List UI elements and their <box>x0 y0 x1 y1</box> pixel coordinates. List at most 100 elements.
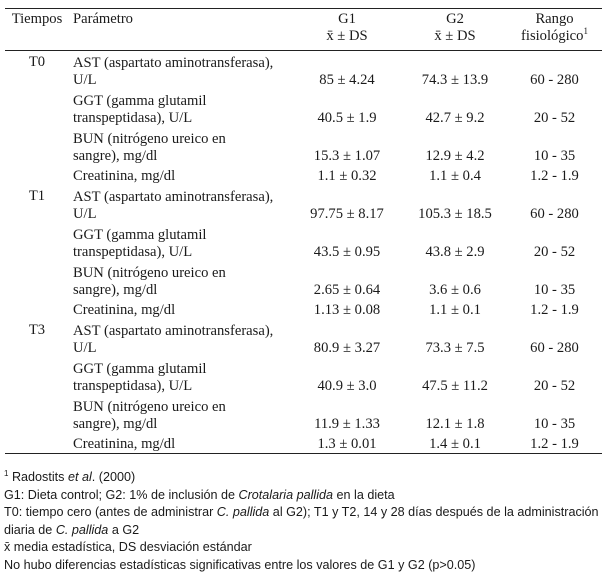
table-row: T0 AST (aspartato aminotransferasa), U/L 85… <box>5 51 602 90</box>
parameter-cell: Creatinina, mg/dl <box>69 299 291 319</box>
range-cell: 60 - 280 <box>530 206 579 222</box>
parameter-line-2: sangre), mg/dl <box>73 282 158 298</box>
parameter-line-1: AST (aspartato aminotransferasa), <box>73 189 274 205</box>
range-cell: 1.2 - 1.9 <box>530 302 579 318</box>
table-body: T0 AST (aspartato aminotransferasa), U/L 85… <box>5 51 602 454</box>
parameter-cell: GGT (gamma glutamil transpeptidasa), U/L <box>69 89 291 127</box>
range-cell: 1.2 - 1.9 <box>530 436 579 452</box>
g2-value-cell: 74.3 ± 13.9 <box>421 72 489 88</box>
g2-value-cell: 12.9 ± 4.2 <box>425 148 485 164</box>
g1-value-cell: 15.3 ± 1.07 <box>313 148 381 164</box>
parameter-line-2: U/L <box>73 72 97 88</box>
parameter-line-1: BUN (nitrógeno ureico en <box>73 399 226 415</box>
g2-value-cell: 1.1 ± 0.4 <box>429 168 481 184</box>
table-row: Creatinina, mg/dl 1.1 ± 0.32 1.1 ± 0.4 1.2 … <box>5 165 602 185</box>
header-rango-line2: fisiológico1 <box>511 27 598 45</box>
header-g1-title: G1 <box>338 11 356 27</box>
g2-value-cell: 12.1 ± 1.8 <box>425 416 485 432</box>
table-row: GGT (gamma glutamil transpeptidasa), U/L 4… <box>5 89 602 127</box>
range-cell: 10 - 35 <box>533 148 576 164</box>
header-rango-line1: Rango <box>535 11 574 27</box>
parameter-line-1: Creatinina, mg/dl <box>73 436 176 452</box>
table-row: BUN (nitrógeno ureico en sangre), mg/dl 11… <box>5 395 602 433</box>
range-cell: 20 - 52 <box>533 378 576 394</box>
g2-value-cell: 43.8 ± 2.9 <box>425 244 485 260</box>
footnote-1: 1 Radostits et al. (2000) <box>4 469 604 487</box>
time-cell: T0 <box>28 54 46 70</box>
footnote-groups-text: G1: Dieta control; G2: 1% de inclusión d… <box>4 487 239 502</box>
header-g2: G2 x̄ ± DS <box>403 9 507 51</box>
parameter-line-2: sangre), mg/dl <box>73 148 158 164</box>
footnote-1-year: . (2000) <box>91 470 136 484</box>
parameter-line-1: AST (aspartato aminotransferasa), <box>73 323 274 339</box>
table-row: T1 AST (aspartato aminotransferasa), U/L 97… <box>5 185 602 223</box>
parameter-cell: GGT (gamma glutamil transpeptidasa), U/L <box>69 357 291 395</box>
g1-value-cell: 40.5 ± 1.9 <box>317 110 377 126</box>
range-cell: 60 - 280 <box>530 340 579 356</box>
footnote-1-italic: et al <box>67 470 92 484</box>
g1-value-cell: 97.75 ± 8.17 <box>310 206 384 222</box>
footnote-times-species-2: C. pallida <box>55 522 109 537</box>
range-cell: 20 - 52 <box>533 244 576 260</box>
parameter-line-2: transpeptidasa), U/L <box>73 378 193 394</box>
table-header-row: Tiempos Parámetro G1 x̄ ± DS G2 x̄ ± DS … <box>5 8 602 51</box>
parameter-cell: Creatinina, mg/dl <box>69 165 291 185</box>
range-cell: 10 - 35 <box>533 282 576 298</box>
table-row: Creatinina, mg/dl 1.13 ± 0.08 1.1 ± 0.1 1.2… <box>5 299 602 319</box>
g2-value-cell: 105.3 ± 18.5 <box>418 206 492 222</box>
g2-value-cell: 47.5 ± 11.2 <box>422 378 488 394</box>
g1-value-cell: 85 ± 4.24 <box>319 72 375 88</box>
footnote-times-mid: al G2); T1 y T2, 14 y 28 días después de… <box>4 505 599 537</box>
parameter-line-1: Creatinina, mg/dl <box>73 302 176 318</box>
g1-value-cell: 43.5 ± 0.95 <box>313 244 381 260</box>
table-row: BUN (nitrógeno ureico en sangre), mg/dl 15… <box>5 127 602 165</box>
parameter-line-2: transpeptidasa), U/L <box>73 110 193 126</box>
table-row: Creatinina, mg/dl 1.3 ± 0.01 1.4 ± 0.1 1.2 … <box>5 433 602 454</box>
g1-value-cell: 40.9 ± 3.0 <box>317 378 377 394</box>
header-g2-stat: x̄ ± DS <box>434 28 476 44</box>
range-cell: 10 - 35 <box>533 416 576 432</box>
time-cell: T1 <box>28 188 46 204</box>
parameter-line-2: U/L <box>73 340 97 356</box>
g1-value-cell: 2.65 ± 0.64 <box>313 282 381 298</box>
parameter-cell: AST (aspartato aminotransferasa), U/L <box>69 185 291 223</box>
footnote-groups-end: en la dieta <box>333 487 395 502</box>
table-row: BUN (nitrógeno ureico en sangre), mg/dl 2.… <box>5 261 602 299</box>
parameter-cell: AST (aspartato aminotransferasa), U/L <box>69 319 291 357</box>
parameter-cell: BUN (nitrógeno ureico en sangre), mg/dl <box>69 395 291 433</box>
footnote-significance: No hubo diferencias estadísticas signifi… <box>4 557 476 572</box>
header-g1-stat: x̄ ± DS <box>326 28 368 44</box>
range-cell: 1.2 - 1.9 <box>530 168 579 184</box>
parameter-line-1: BUN (nitrógeno ureico en <box>73 131 226 147</box>
footnote-stats: x̄ media estadística, DS desviación está… <box>4 540 252 554</box>
range-cell: 20 - 52 <box>533 110 576 126</box>
parameter-cell: GGT (gamma glutamil transpeptidasa), U/L <box>69 223 291 261</box>
parameter-line-2: transpeptidasa), U/L <box>73 244 193 260</box>
parameter-line-1: AST (aspartato aminotransferasa), <box>73 55 274 71</box>
header-g2-title: G2 <box>446 11 464 27</box>
g2-value-cell: 3.6 ± 0.6 <box>429 282 481 298</box>
time-cell: T3 <box>28 322 46 338</box>
footnote-times: T0: tiempo cero (antes de administrar C.… <box>4 504 604 539</box>
g1-value-cell: 11.9 ± 1.33 <box>314 416 380 432</box>
parameter-line-1: BUN (nitrógeno ureico en <box>73 265 226 281</box>
parameter-cell: Creatinina, mg/dl <box>69 433 291 454</box>
parameter-line-1: Creatinina, mg/dl <box>73 168 176 184</box>
parameter-line-1: GGT (gamma glutamil <box>73 227 207 243</box>
parameter-cell: BUN (nitrógeno ureico en sangre), mg/dl <box>69 261 291 299</box>
header-g1: G1 x̄ ± DS <box>291 9 403 51</box>
table-row: T3 AST (aspartato aminotransferasa), U/L 80… <box>5 319 602 357</box>
footnote-groups-species: Crotalaria pallida <box>238 487 334 502</box>
table-row: GGT (gamma glutamil transpeptidasa), U/L 4… <box>5 357 602 395</box>
results-table: Tiempos Parámetro G1 x̄ ± DS G2 x̄ ± DS … <box>5 8 602 454</box>
parameter-line-1: GGT (gamma glutamil <box>73 93 207 109</box>
parameter-cell: AST (aspartato aminotransferasa), U/L <box>69 51 291 90</box>
g2-value-cell: 42.7 ± 9.2 <box>425 110 485 126</box>
g1-value-cell: 80.9 ± 3.27 <box>313 340 381 356</box>
g2-value-cell: 1.1 ± 0.1 <box>429 302 481 318</box>
range-cell: 60 - 280 <box>530 72 579 88</box>
g2-value-cell: 73.3 ± 7.5 <box>425 340 485 356</box>
header-tiempos: Tiempos <box>11 11 63 27</box>
table-row: GGT (gamma glutamil transpeptidasa), U/L 4… <box>5 223 602 261</box>
